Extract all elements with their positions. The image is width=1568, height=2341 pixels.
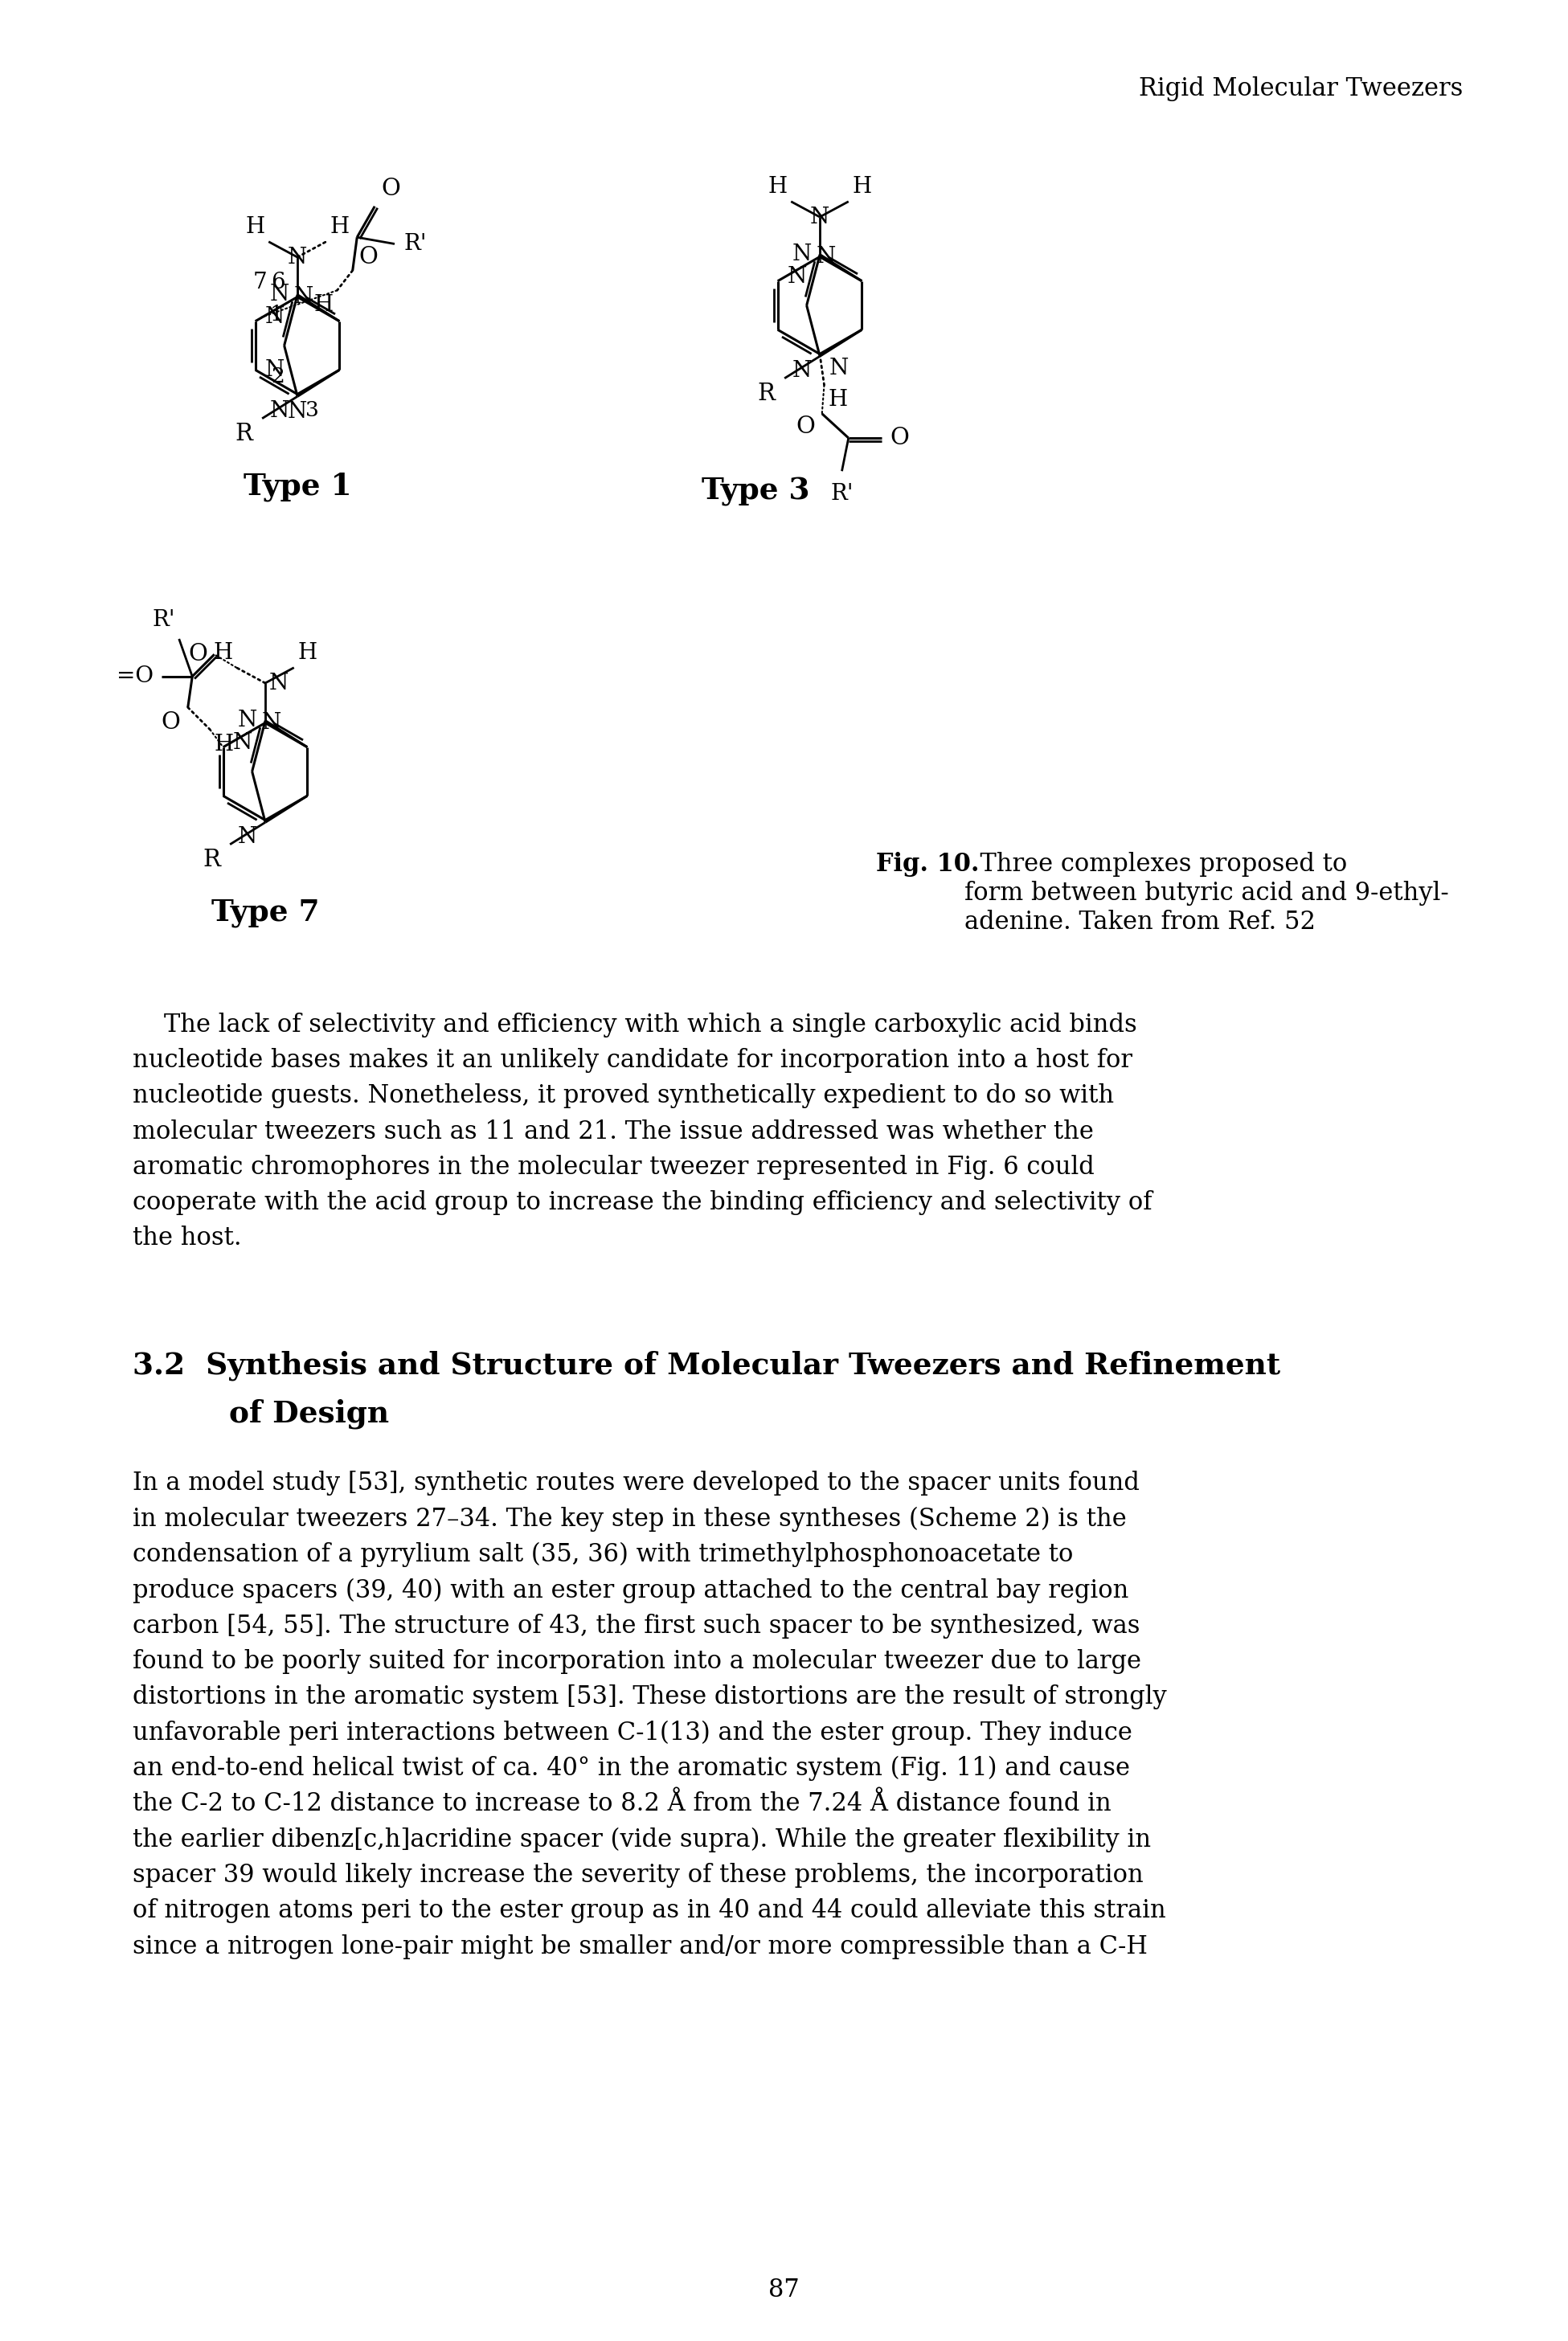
Text: H: H [768,176,787,197]
Text: R: R [235,421,252,445]
Text: H: H [213,733,234,756]
Text: of Design: of Design [229,1398,389,1428]
Text: N: N [238,826,257,847]
Text: N: N [295,286,314,307]
Text: 87: 87 [768,2278,800,2304]
Text: O: O [160,712,180,735]
Text: Type 7: Type 7 [212,899,320,927]
Text: N: N [270,400,290,421]
Text: H: H [314,295,332,316]
Text: N: N [787,267,808,288]
Text: O: O [359,246,378,269]
Text: O: O [381,178,400,199]
Text: Type 1: Type 1 [243,473,351,501]
Text: N: N [265,358,284,382]
Text: H: H [331,215,350,239]
Text: O: O [188,644,209,665]
Text: N: N [270,672,289,693]
Text: 7: 7 [252,272,267,293]
Text: 2: 2 [271,365,285,386]
Text: N: N [232,733,252,754]
Text: 6: 6 [271,272,285,293]
Text: H: H [245,215,265,239]
Text: N: N [792,243,812,265]
Text: Type 3: Type 3 [701,475,809,506]
Text: R: R [202,847,221,871]
Text: R': R' [831,482,853,506]
Text: Fig. 10.: Fig. 10. [877,852,980,878]
Text: N: N [829,358,848,379]
Text: N: N [792,361,812,382]
Text: N: N [287,246,307,267]
Text: N: N [811,206,829,227]
Text: 1: 1 [270,304,284,325]
Text: H: H [213,641,232,663]
Text: N: N [265,307,284,328]
Text: H: H [853,176,872,197]
Text: H: H [828,389,848,410]
Text: Three complexes proposed to
form between butyric acid and 9-ethyl-
adenine. Take: Three complexes proposed to form between… [964,852,1449,934]
Text: R': R' [152,609,176,630]
Text: N: N [287,400,307,421]
Text: 3: 3 [306,400,318,421]
Text: In a model study [53], synthetic routes were developed to the spacer units found: In a model study [53], synthetic routes … [133,1470,1167,1959]
Text: O: O [797,414,815,438]
Text: The lack of selectivity and efficiency with which a single carboxylic acid binds: The lack of selectivity and efficiency w… [133,1014,1152,1250]
Text: Rigid Molecular Tweezers: Rigid Molecular Tweezers [1138,77,1463,101]
Text: R: R [757,382,775,405]
Text: R': R' [405,234,426,255]
Text: N: N [262,712,281,733]
Text: 3.2  Synthesis and Structure of Molecular Tweezers and Refinement: 3.2 Synthesis and Structure of Molecular… [133,1351,1281,1381]
Text: N: N [270,283,290,307]
Text: N: N [238,709,257,730]
Text: =O: =O [116,665,154,688]
Text: H: H [298,641,317,663]
Text: N: N [817,246,836,267]
Text: O: O [889,426,909,449]
